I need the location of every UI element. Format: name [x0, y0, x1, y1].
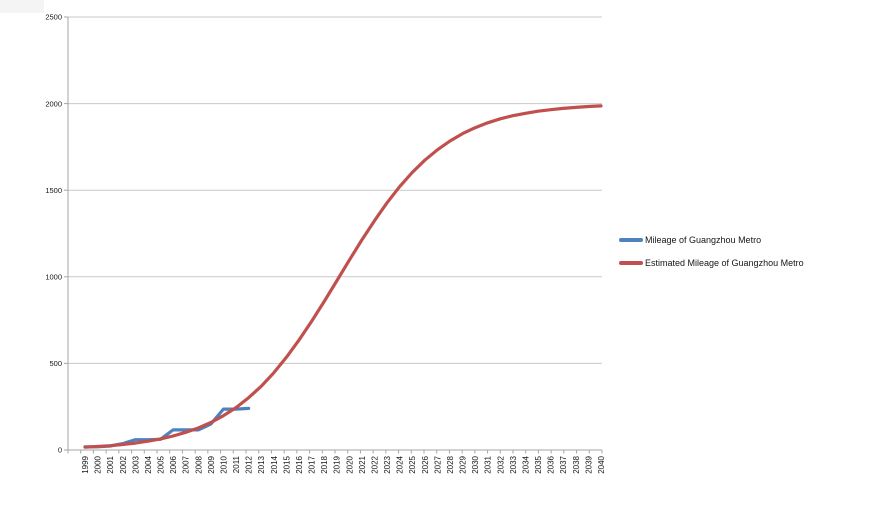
- x-axis-label: 2008: [194, 455, 203, 473]
- x-axis-label: 2016: [295, 455, 304, 473]
- x-axis-label: 2029: [459, 455, 468, 473]
- x-axis-label: 2014: [270, 455, 279, 473]
- legend-label-estimated-mileage: Estimated Mileage of Guangzhou Metro: [645, 257, 804, 268]
- x-axis-label: 2013: [257, 455, 266, 473]
- x-axis-label: 2028: [446, 455, 455, 473]
- x-axis-label: 2003: [131, 455, 140, 473]
- x-axis-label: 2015: [282, 455, 291, 473]
- x-axis-label: 2017: [308, 455, 317, 473]
- series-line-1: [83, 104, 603, 449]
- y-axis-label: 2000: [45, 99, 62, 108]
- x-axis-label: 2036: [547, 455, 556, 473]
- legend-swatch-estimated-mileage-icon: [619, 260, 643, 265]
- x-axis-label: 2006: [169, 455, 178, 473]
- x-axis-label: 2034: [521, 455, 530, 473]
- x-axis-label: 2020: [345, 455, 354, 473]
- x-axis-label: 2035: [534, 455, 543, 473]
- y-axis-label: 2500: [45, 13, 62, 22]
- x-axis-label: 2022: [370, 455, 379, 473]
- x-axis-label: 2032: [496, 455, 505, 473]
- x-axis-label: 2027: [433, 455, 442, 473]
- x-axis-label: 2033: [509, 455, 518, 473]
- x-axis-label: 2018: [320, 455, 329, 473]
- x-axis-label: 2007: [182, 455, 191, 473]
- x-axis-label: 2031: [484, 455, 493, 473]
- x-axis-label: 2023: [383, 455, 392, 473]
- x-axis-label: 2030: [471, 455, 480, 473]
- x-axis-label: 2021: [358, 455, 367, 473]
- legend-label-mileage: Mileage of Guangzhou Metro: [645, 234, 762, 245]
- y-axis-label: 500: [49, 359, 62, 368]
- x-axis-label: 2011: [232, 455, 241, 473]
- y-axis-label: 1000: [45, 273, 62, 282]
- y-axis-label: 0: [58, 446, 62, 455]
- x-axis-label: 2001: [106, 455, 115, 473]
- x-axis-label: 1999: [81, 455, 90, 473]
- legend-swatch-mileage-icon: [619, 237, 643, 242]
- y-axis-label: 1500: [45, 186, 62, 195]
- x-axis-label: 2009: [207, 455, 216, 473]
- x-axis-label: 2004: [144, 455, 153, 473]
- x-axis-label: 2024: [396, 455, 405, 473]
- x-axis-label: 2002: [119, 455, 128, 473]
- x-axis-label: 2038: [572, 455, 581, 473]
- screenshot-artifact: [0, 0, 44, 13]
- legend-item-mileage: Mileage of Guangzhou Metro: [619, 228, 804, 251]
- x-axis-label: 2005: [157, 455, 166, 473]
- x-axis-label: 2000: [94, 455, 103, 473]
- legend-item-estimated-mileage: Estimated Mileage of Guangzhou Metro: [619, 251, 804, 274]
- x-axis-label: 2019: [333, 455, 342, 473]
- legend: Mileage of Guangzhou Metro Estimated Mil…: [619, 228, 804, 274]
- x-axis-label: 2012: [245, 455, 254, 473]
- x-axis-label: 2040: [597, 455, 606, 473]
- x-axis-label: 2037: [559, 455, 568, 473]
- x-axis-label: 2010: [219, 455, 228, 473]
- x-axis-label: 2039: [584, 455, 593, 473]
- x-axis-label: 2026: [421, 455, 430, 473]
- x-axis-label: 2025: [408, 455, 417, 473]
